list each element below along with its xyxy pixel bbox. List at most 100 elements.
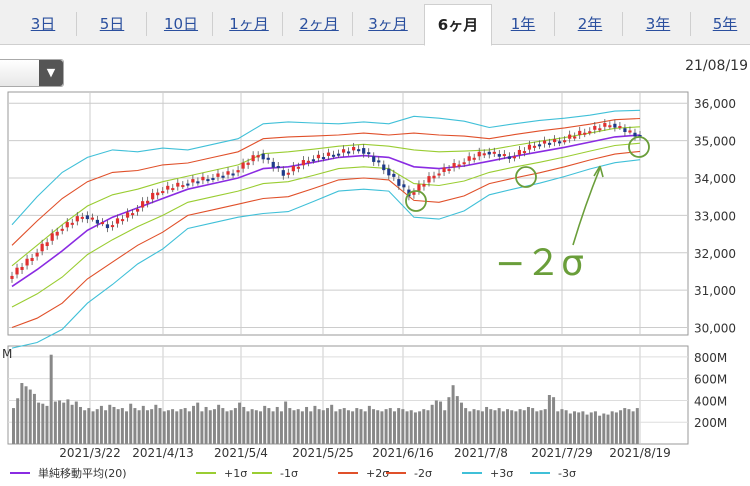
volume-bar (321, 410, 325, 444)
candle-body (588, 131, 592, 134)
volume-bar (166, 410, 170, 444)
volume-bar (602, 413, 606, 444)
candle-body (563, 140, 567, 143)
date-label: 21/08/19 (685, 58, 748, 74)
volume-bar (49, 354, 53, 444)
period-tabs: 3日 5日 10日 1ヶ月 2ヶ月 3ヶ月 6ヶ月 1年 2年 3年 5年 (0, 0, 750, 46)
candle-body (628, 130, 632, 133)
volume-bar (380, 411, 384, 444)
volume-bar (221, 408, 225, 444)
candle-body (216, 173, 220, 177)
volume-bar (635, 408, 639, 444)
candle-body (552, 139, 557, 143)
y-tick-label: 36,000 (694, 97, 736, 111)
candle-body (156, 192, 160, 196)
volume-bar (37, 402, 41, 444)
candle-body (70, 222, 74, 225)
tab-1[interactable]: 5日 (99, 15, 125, 33)
volume-bar (317, 409, 321, 444)
volume-bar (192, 405, 196, 444)
candle-body (236, 170, 240, 173)
candle-body (231, 173, 235, 176)
volume-bar (16, 398, 20, 444)
candle-body (146, 200, 150, 204)
candle-body (618, 126, 622, 129)
volume-bar (78, 406, 82, 444)
indicator-dropdown[interactable]: ▼ (0, 59, 64, 87)
x-tick-label: 2021/7/8 (454, 446, 508, 460)
volume-bar (443, 410, 447, 444)
volume-bar (145, 410, 149, 444)
candle-body (251, 155, 255, 162)
volume-bar (24, 386, 28, 444)
x-tick-label: 2021/8/19 (609, 446, 671, 460)
tab-0[interactable]: 3日 (30, 15, 56, 33)
candle-body (341, 149, 346, 153)
tab-6[interactable]: 6ヶ月 (424, 4, 492, 46)
y-tick-label: 31,000 (694, 284, 736, 298)
volume-bar (141, 405, 145, 444)
volume-bar (267, 408, 271, 444)
candle-body (161, 191, 165, 194)
candle-body (372, 156, 376, 162)
candle-body (623, 128, 627, 133)
volume-bar (263, 405, 267, 444)
tab-3[interactable]: 1ヶ月 (229, 15, 269, 33)
candle-body (331, 154, 336, 157)
volume-bar (606, 414, 610, 444)
volume-bar (526, 406, 530, 444)
candle-body (171, 188, 175, 191)
volume-bar (259, 411, 262, 444)
legend-label: +1σ (224, 467, 247, 480)
candles (10, 119, 642, 283)
candle-body (256, 155, 260, 158)
volume-bar (506, 409, 510, 444)
candle-body (110, 225, 115, 228)
volume-bar (388, 408, 392, 444)
legend-label: -1σ (280, 467, 298, 480)
band-line-5 (11, 109, 641, 226)
candle-body (286, 172, 290, 175)
candle-body (60, 228, 64, 231)
volume-bar (614, 412, 618, 444)
candle-body (136, 209, 140, 212)
volume-bar (271, 411, 275, 444)
tab-9[interactable]: 3年 (645, 15, 671, 33)
candle-body (130, 213, 135, 216)
tab-separator (212, 12, 213, 36)
candle-body (532, 145, 537, 148)
x-tick-label: 2021/3/22 (59, 446, 121, 460)
candle-body (55, 231, 59, 236)
tab-7[interactable]: 1年 (510, 15, 536, 33)
x-tick-label: 2021/7/29 (531, 446, 593, 460)
tab-10[interactable]: 5年 (712, 15, 738, 33)
volume-bar (309, 411, 313, 444)
volume-bar (187, 411, 191, 444)
tab-5[interactable]: 3ヶ月 (368, 15, 408, 33)
tab-8[interactable]: 2年 (577, 15, 603, 33)
volume-bar (233, 408, 237, 444)
candle-body (613, 123, 617, 128)
candle-body (65, 222, 69, 228)
volume-bar (104, 410, 108, 444)
tab-2[interactable]: 10日 (163, 15, 199, 33)
volume-bar (20, 383, 24, 444)
candle-body (558, 141, 562, 144)
volume-bar (275, 406, 279, 444)
volume-bar (292, 410, 296, 444)
volume-bar (556, 411, 560, 444)
volume-bar (95, 409, 99, 444)
candle-body (326, 152, 331, 156)
volume-bar (45, 405, 49, 444)
volume-bar (87, 408, 91, 444)
volume-bar (41, 403, 45, 444)
volume-bar (116, 409, 120, 444)
volume-bar (326, 408, 329, 444)
volume-bar (12, 408, 15, 444)
band-line-3 (11, 117, 641, 246)
volume-bar (610, 411, 614, 444)
volume-bar (204, 406, 208, 444)
candle-body (537, 144, 542, 147)
tab-4[interactable]: 2ヶ月 (299, 15, 339, 33)
